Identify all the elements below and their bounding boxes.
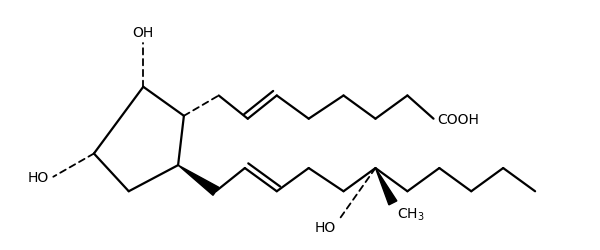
Text: CH$_3$: CH$_3$	[397, 206, 425, 222]
Text: OH: OH	[133, 26, 154, 40]
Polygon shape	[178, 166, 218, 196]
Text: HO: HO	[28, 170, 49, 184]
Text: HO: HO	[315, 220, 336, 234]
Text: COOH: COOH	[437, 112, 479, 126]
Polygon shape	[376, 168, 397, 205]
